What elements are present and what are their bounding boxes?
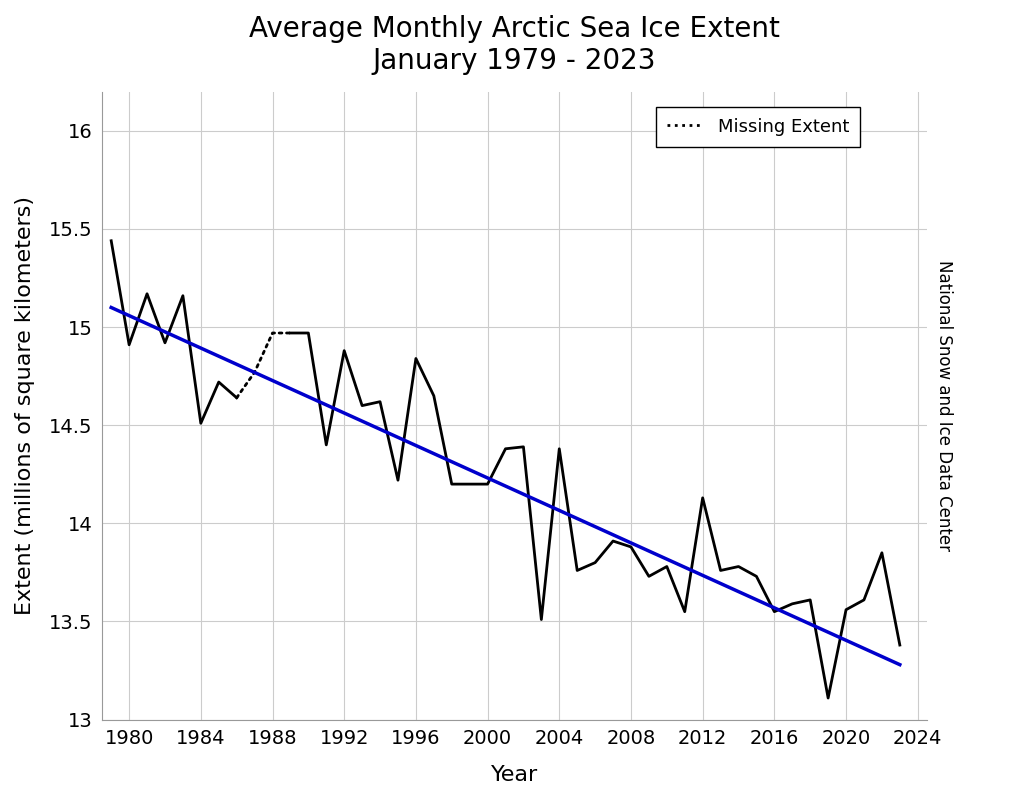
Legend: Missing Extent: Missing Extent: [656, 107, 860, 146]
Title: Average Monthly Arctic Sea Ice Extent
January 1979 - 2023: Average Monthly Arctic Sea Ice Extent Ja…: [249, 15, 780, 75]
Y-axis label: Extent (millions of square kilometers): Extent (millions of square kilometers): [14, 196, 35, 615]
Text: National Snow and Ice Data Center: National Snow and Ice Data Center: [935, 260, 953, 551]
X-axis label: Year: Year: [491, 765, 538, 785]
